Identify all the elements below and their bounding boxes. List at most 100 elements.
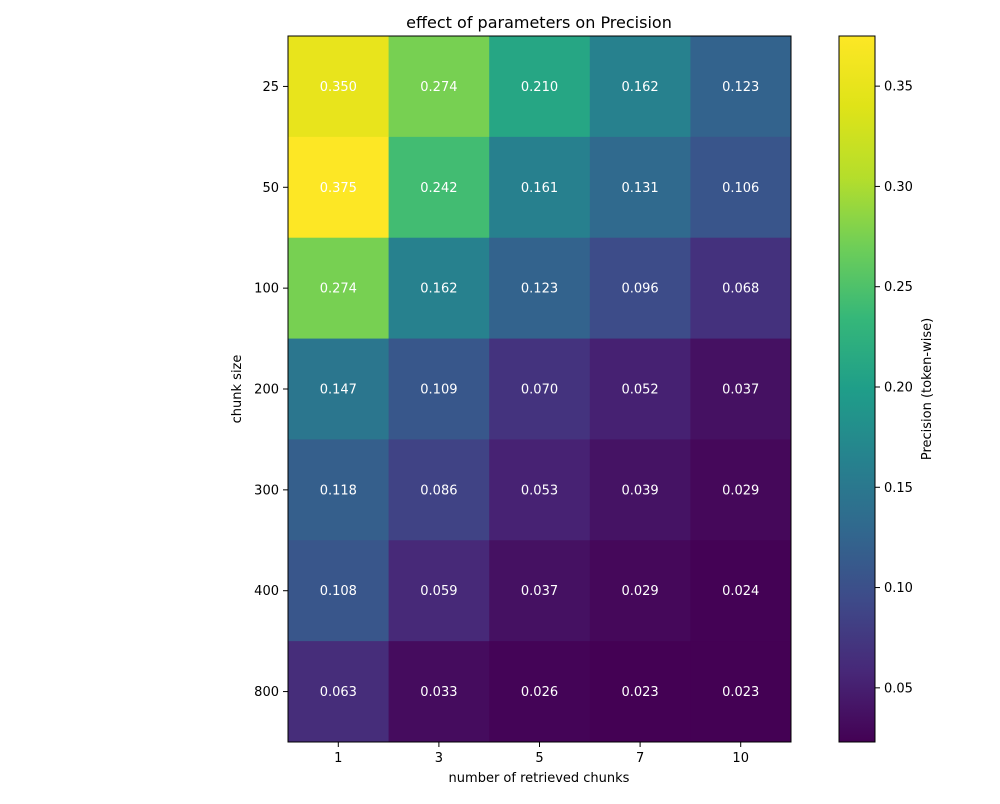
heatmap-cell: [489, 237, 591, 340]
x-tick-label: 3: [435, 751, 443, 766]
heatmap-cell: [589, 338, 691, 440]
heatmap-cell: [489, 641, 591, 743]
cell-value-label: 0.147: [320, 383, 357, 398]
cell-value-label: 0.162: [420, 282, 457, 297]
y-tick-label: 200: [254, 383, 279, 398]
heatmap-value-labels: 0.350 0.274 0.210 0.162 0.123 0.375 0.242 0.161…: [320, 80, 760, 700]
colorbar-tick-label: 0.05: [884, 681, 913, 696]
heatmap-cell: [690, 338, 792, 440]
cell-value-label: 0.029: [722, 483, 759, 498]
cell-value-label: 0.023: [621, 685, 658, 700]
cell-value-label: 0.162: [621, 80, 658, 95]
heatmap-cell: [690, 36, 792, 138]
colorbar-tick-label: 0.15: [884, 481, 913, 496]
cell-value-label: 0.037: [722, 383, 759, 398]
heatmap-cell: [489, 36, 591, 138]
cell-value-label: 0.063: [320, 685, 357, 700]
cell-value-label: 0.024: [722, 584, 759, 599]
heatmap-cell: [288, 136, 390, 239]
heatmap-cell: [589, 641, 691, 743]
cell-value-label: 0.052: [621, 383, 658, 398]
heatmap-cell: [589, 36, 691, 138]
heatmap-cell: [690, 237, 792, 340]
cell-value-label: 0.037: [521, 584, 558, 599]
cell-value-label: 0.131: [621, 181, 658, 196]
cell-value-label: 0.086: [420, 483, 457, 498]
heatmap-cell: [489, 439, 591, 541]
cell-value-label: 0.210: [521, 80, 558, 95]
heatmap-cell: [589, 540, 691, 642]
heatmap-cell: [589, 136, 691, 239]
y-tick-label: 100: [254, 282, 279, 297]
heatmap-cell: [690, 439, 792, 541]
cell-value-label: 0.108: [320, 584, 357, 599]
y-tick-label: 25: [262, 80, 279, 95]
cell-value-label: 0.026: [521, 685, 558, 700]
cell-value-label: 0.070: [521, 383, 558, 398]
colorbar: 0.05 0.10 0.15 0.20 0.25 0.30 0.35: [838, 35, 913, 743]
heatmap-cell: [690, 540, 792, 642]
cell-value-label: 0.274: [420, 80, 457, 95]
cell-value-label: 0.375: [320, 181, 357, 196]
colorbar-tick-label: 0.35: [884, 80, 913, 95]
cell-value-label: 0.123: [722, 80, 759, 95]
cell-value-label: 0.068: [722, 282, 759, 297]
x-tick-label: 7: [636, 751, 644, 766]
heatmap-cell: [589, 237, 691, 340]
colorbar-tick-label: 0.20: [884, 380, 913, 395]
heatmap-cell: [388, 540, 490, 642]
heatmap-cell: [690, 136, 792, 239]
colorbar-gradient: [838, 35, 876, 743]
heatmap-cell: [388, 641, 490, 743]
heatmap-cells: [288, 36, 792, 743]
heatmap-cell: [288, 540, 390, 642]
heatmap-cell: [388, 439, 490, 541]
cell-value-label: 0.350: [320, 80, 357, 95]
y-tick-label: 50: [262, 181, 279, 196]
cell-value-label: 0.029: [621, 584, 658, 599]
x-tick-label: 5: [535, 751, 543, 766]
colorbar-label: Precision (token-wise): [920, 318, 935, 460]
cell-value-label: 0.274: [320, 282, 357, 297]
heatmap-cell: [489, 540, 591, 642]
colorbar-tick-label: 0.10: [884, 581, 913, 596]
colorbar-tick-label: 0.30: [884, 180, 913, 195]
heatmap-cell: [388, 136, 490, 239]
chart-title: effect of parameters on Precision: [406, 13, 672, 32]
y-tick-label: 800: [254, 685, 279, 700]
y-tick-label: 400: [254, 584, 279, 599]
cell-value-label: 0.059: [420, 584, 457, 599]
heatmap-cell: [288, 237, 390, 340]
y-axis-label: chunk size: [230, 355, 245, 424]
heatmap-cell: [288, 36, 390, 138]
heatmap-cell: [388, 237, 490, 340]
cell-value-label: 0.096: [621, 282, 658, 297]
heatmap-cell: [690, 641, 792, 743]
cell-value-label: 0.053: [521, 483, 558, 498]
heatmap-cell: [589, 439, 691, 541]
x-tick-label: 10: [732, 751, 749, 766]
heatmap-axes: 1 3 5 7 10 25 50 100 200 300 400 800: [254, 35, 792, 766]
cell-value-label: 0.161: [521, 181, 558, 196]
heatmap-cell: [489, 338, 591, 440]
heatmap-cell: [489, 136, 591, 239]
cell-value-label: 0.123: [521, 282, 558, 297]
heatmap-cell: [288, 439, 390, 541]
cell-value-label: 0.118: [320, 483, 357, 498]
cell-value-label: 0.109: [420, 383, 457, 398]
cell-value-label: 0.106: [722, 181, 759, 196]
cell-value-label: 0.039: [621, 483, 658, 498]
cell-value-label: 0.033: [420, 685, 457, 700]
cell-value-label: 0.242: [420, 181, 457, 196]
colorbar-tick-label: 0.25: [884, 280, 913, 295]
heatmap-cell: [288, 338, 390, 440]
heatmap-cell: [288, 641, 390, 743]
y-tick-label: 300: [254, 483, 279, 498]
heatmap-cell: [388, 36, 490, 138]
heatmap-cell: [388, 338, 490, 440]
x-tick-label: 1: [334, 751, 342, 766]
cell-value-label: 0.023: [722, 685, 759, 700]
x-axis-label: number of retrieved chunks: [449, 771, 630, 786]
